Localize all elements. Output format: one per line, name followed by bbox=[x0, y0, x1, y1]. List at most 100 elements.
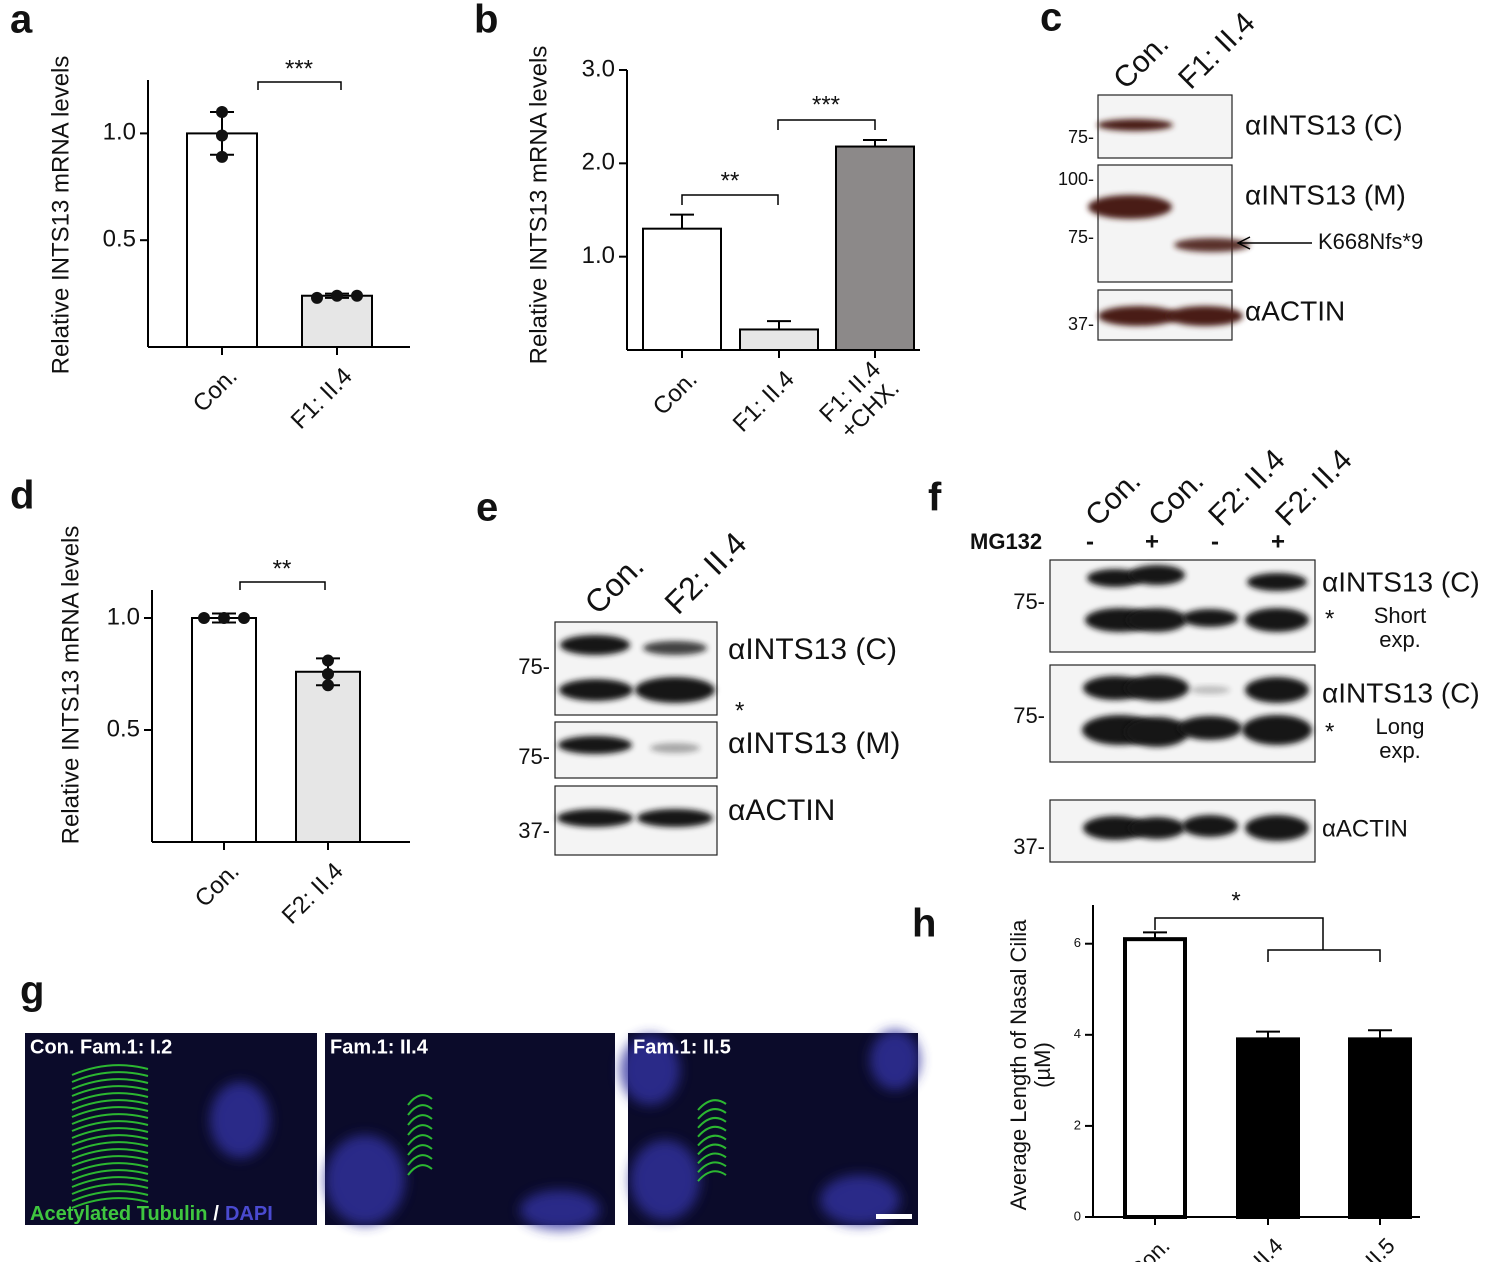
cilium bbox=[697, 1152, 727, 1164]
cilium bbox=[697, 1108, 727, 1120]
y-tick-label: 6 bbox=[1074, 935, 1081, 950]
band bbox=[637, 809, 713, 827]
y-axis-title: Relative INTS13 mRNA levels bbox=[525, 46, 552, 365]
arrow bbox=[1236, 236, 1312, 250]
micrograph-label: Con. Fam.1: I.2 bbox=[30, 1036, 172, 1058]
band bbox=[1245, 608, 1309, 632]
y-tick-label: 0.5 bbox=[107, 715, 140, 742]
x-tick-label: F2: II.4 bbox=[277, 858, 349, 930]
band bbox=[560, 635, 630, 655]
significance-label: ** bbox=[273, 555, 292, 582]
size-marker: 37- bbox=[518, 818, 550, 843]
panel-letter: g bbox=[20, 969, 44, 1013]
band bbox=[1182, 815, 1238, 837]
error-bar bbox=[1368, 1029, 1392, 1040]
data-point bbox=[311, 291, 323, 304]
cilium bbox=[71, 1169, 149, 1181]
data-point bbox=[322, 668, 334, 680]
nucleus bbox=[210, 1082, 270, 1158]
lane-label: Con. bbox=[1079, 464, 1147, 532]
cilium bbox=[407, 1164, 433, 1176]
panel-letter: b bbox=[474, 0, 498, 42]
cilium bbox=[407, 1114, 433, 1126]
bar bbox=[186, 132, 258, 348]
size-marker: 75- bbox=[518, 744, 550, 769]
x-tick-label: II.4 bbox=[1248, 1233, 1287, 1262]
micrograph-label: Fam.1: II.4 bbox=[330, 1036, 429, 1058]
bar bbox=[642, 227, 722, 352]
panel-letter: h bbox=[912, 902, 936, 946]
data-point bbox=[238, 612, 250, 624]
band bbox=[1129, 565, 1185, 585]
text-line: (µM) bbox=[1030, 1042, 1055, 1088]
cilium bbox=[71, 1148, 149, 1160]
band bbox=[1245, 677, 1309, 703]
cilium bbox=[407, 1124, 433, 1136]
cilium bbox=[407, 1134, 433, 1146]
data-point bbox=[351, 289, 363, 302]
size-marker: 75- bbox=[1068, 227, 1094, 247]
lane-label: F2: II.4 bbox=[1269, 443, 1358, 532]
cilium bbox=[697, 1125, 727, 1138]
cilium bbox=[71, 1099, 149, 1111]
significance-bracket bbox=[239, 581, 326, 590]
arrow-label: K668Nfs*9 bbox=[1318, 229, 1423, 254]
bar bbox=[295, 670, 361, 844]
cilium bbox=[71, 1120, 149, 1132]
panel-letter: f bbox=[928, 476, 942, 520]
y-tick-label: 3.0 bbox=[582, 55, 615, 82]
size-marker: 37- bbox=[1013, 834, 1045, 859]
text-line: exp. bbox=[1379, 738, 1421, 763]
bar bbox=[1123, 937, 1187, 1219]
bar bbox=[301, 294, 373, 348]
x-tick-label: F1: II.4 bbox=[728, 366, 800, 438]
cilium bbox=[71, 1155, 149, 1167]
cilium bbox=[71, 1078, 149, 1090]
cilium bbox=[71, 1127, 149, 1139]
nucleus bbox=[520, 1190, 600, 1230]
caption-part: DAPI bbox=[225, 1203, 273, 1225]
band bbox=[1098, 306, 1178, 326]
error-bar bbox=[863, 139, 887, 147]
cilium bbox=[71, 1085, 149, 1097]
band bbox=[1127, 608, 1187, 632]
cilium bbox=[71, 1190, 149, 1202]
size-marker: 100- bbox=[1058, 169, 1094, 189]
x-tick-label: F1: II.4+CHX. bbox=[814, 356, 905, 447]
row-label: αINTS13 (M) bbox=[728, 727, 900, 760]
error-bar bbox=[767, 320, 791, 330]
micrograph-label: Fam.1: II.5 bbox=[633, 1036, 731, 1058]
cilium bbox=[71, 1183, 149, 1195]
lane-label: F1: II.4 bbox=[1172, 6, 1261, 95]
cilium bbox=[697, 1170, 727, 1182]
error-bar bbox=[1143, 931, 1167, 940]
y-tick-label: 1.0 bbox=[582, 242, 615, 269]
cilium bbox=[697, 1116, 727, 1129]
text-line: Short bbox=[1374, 603, 1427, 628]
error-bar bbox=[1256, 1030, 1280, 1040]
row-label: αACTIN bbox=[1322, 815, 1408, 842]
asterisk: * bbox=[1325, 718, 1334, 745]
nucleus bbox=[870, 1030, 920, 1090]
treatment-sign: - bbox=[1086, 528, 1094, 555]
band bbox=[1088, 195, 1172, 219]
x-tick-label: Con. bbox=[1124, 1233, 1175, 1262]
bar bbox=[835, 145, 915, 351]
data-point bbox=[322, 654, 334, 667]
bar bbox=[1236, 1037, 1300, 1220]
data-point bbox=[198, 612, 210, 624]
y-tick-label: 1.0 bbox=[107, 603, 140, 630]
data-point bbox=[216, 129, 228, 142]
text-line: Long bbox=[1376, 714, 1425, 739]
bar bbox=[191, 617, 257, 843]
cilium bbox=[71, 1197, 149, 1209]
treatment-label: MG132 bbox=[970, 529, 1042, 554]
text-line: Average Length of Nasal Cilia bbox=[1006, 919, 1031, 1210]
y-tick-label: 2 bbox=[1074, 1117, 1081, 1132]
exposure-note: Long exp. bbox=[1376, 714, 1425, 763]
band bbox=[650, 743, 700, 753]
cilium bbox=[697, 1161, 727, 1173]
row-label: αINTS13 (C) bbox=[728, 633, 897, 666]
band bbox=[1129, 817, 1185, 839]
